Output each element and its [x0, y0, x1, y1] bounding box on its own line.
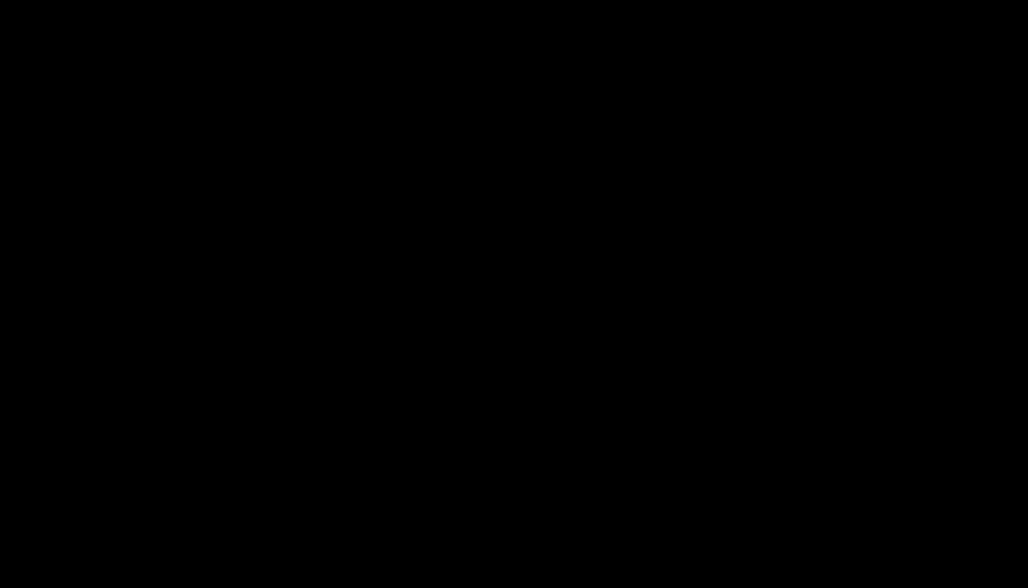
blank-screen — [0, 0, 1028, 588]
